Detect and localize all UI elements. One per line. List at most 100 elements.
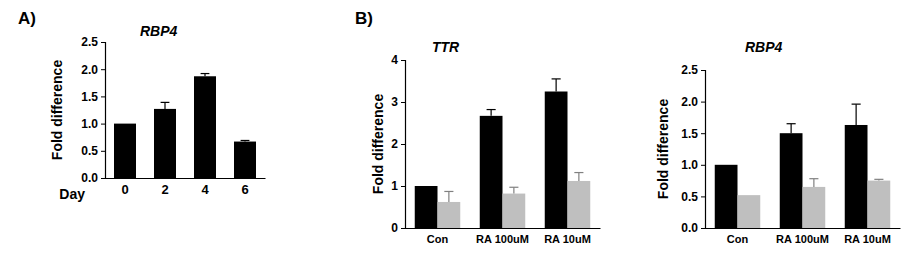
bar bbox=[845, 125, 868, 228]
y-tick-mark bbox=[401, 60, 405, 61]
y-tick-label: 0.5 bbox=[81, 144, 98, 158]
x-axis-line bbox=[106, 178, 266, 179]
error-cap bbox=[787, 123, 796, 124]
y-tick-mark bbox=[101, 124, 105, 125]
error-cap bbox=[574, 172, 583, 173]
error-cap bbox=[809, 178, 818, 179]
bar bbox=[545, 92, 568, 229]
x-tick: RA 100uM bbox=[476, 228, 529, 245]
x-tick: Con bbox=[727, 228, 749, 245]
bar bbox=[738, 195, 761, 228]
figure: 0.0 0.5 1.0 1.5 2.0 2.5 0 2 4 6 Day Fold difference… bbox=[0, 0, 912, 263]
y-tick-mark bbox=[701, 133, 705, 134]
y-tick: 2 bbox=[391, 137, 405, 151]
y-tick-label: 4 bbox=[391, 53, 398, 67]
error-line bbox=[164, 102, 165, 109]
x-tick: RA 10uM bbox=[544, 228, 591, 245]
x-tick: 2 bbox=[161, 178, 168, 197]
error-bar bbox=[852, 104, 861, 125]
x-tick: RA 10uM bbox=[844, 228, 891, 245]
y-tick-mark bbox=[101, 42, 105, 43]
chart: 0.00.51.01.52.02.50246DayFold difference… bbox=[18, 9, 266, 202]
y-tick-label: 1 bbox=[391, 179, 398, 193]
bar bbox=[438, 202, 461, 228]
x-tick: RA 100uM bbox=[776, 228, 829, 245]
y-axis-line bbox=[701, 71, 706, 229]
error-line bbox=[813, 179, 814, 187]
y-tick-mark bbox=[401, 144, 405, 145]
error-bar bbox=[574, 173, 583, 181]
y-tick-label: 2.0 bbox=[681, 95, 698, 109]
error-line bbox=[856, 104, 857, 125]
y-axis: 0.0 0.5 1.0 1.5 2.0 2.5 bbox=[81, 35, 105, 185]
x-axis-title: Day bbox=[59, 186, 85, 202]
y-tick-mark bbox=[701, 70, 705, 71]
error-line bbox=[556, 79, 557, 92]
x-tick-label: Con bbox=[427, 233, 449, 245]
error-bar bbox=[161, 102, 170, 109]
y-tick: 3 bbox=[391, 95, 405, 109]
y-tick-mark bbox=[101, 178, 105, 179]
y-tick: 1.5 bbox=[81, 90, 105, 104]
error-cap bbox=[444, 191, 453, 192]
x-tick-label: 4 bbox=[201, 182, 209, 197]
x-tick: 6 bbox=[241, 178, 248, 197]
chart: 0.0 0.5 1.0 1.5 2.0 2.5 Con RA 100uM RA 10uM Fold… bbox=[655, 39, 901, 245]
bar bbox=[234, 142, 256, 178]
y-axis-title: Fold difference bbox=[370, 94, 386, 195]
error-bar bbox=[444, 191, 453, 202]
y-tick: 1.5 bbox=[681, 127, 705, 141]
error-cap bbox=[874, 179, 883, 180]
y-tick-label: 2.5 bbox=[681, 63, 698, 77]
x-tick: 0 bbox=[121, 178, 128, 197]
y-tick-label: 0.5 bbox=[681, 190, 698, 204]
x-axis-line bbox=[406, 228, 601, 229]
y-tick-label: 1.0 bbox=[681, 158, 698, 172]
panel-label: A) bbox=[18, 9, 36, 28]
x-tick: Con bbox=[427, 228, 449, 245]
error-bar bbox=[874, 179, 883, 180]
y-axis-title: Fold difference bbox=[655, 99, 671, 200]
x-tick-label: RA 100uM bbox=[776, 233, 829, 245]
y-tick: 1 bbox=[391, 179, 405, 193]
panel-label: B) bbox=[355, 9, 373, 28]
x-tick: 4 bbox=[201, 178, 209, 197]
x-tick-label: RA 10uM bbox=[544, 233, 591, 245]
y-tick-mark bbox=[701, 165, 705, 166]
y-tick-label: 3 bbox=[391, 95, 398, 109]
bar bbox=[503, 194, 526, 228]
bar bbox=[480, 116, 503, 228]
y-tick: 1.0 bbox=[81, 117, 105, 131]
error-bar bbox=[787, 124, 796, 133]
chart: 01234ConRA 100uMRA 10uMFold differenceTT… bbox=[355, 9, 601, 245]
y-tick-label: 1.5 bbox=[81, 90, 98, 104]
x-tick-label: RA 100uM bbox=[476, 233, 529, 245]
y-tick: 0.0 bbox=[81, 171, 105, 185]
bar bbox=[194, 76, 216, 178]
error-cap bbox=[201, 73, 210, 74]
y-tick: 0.5 bbox=[681, 190, 705, 204]
y-tick-label: 2.5 bbox=[81, 35, 98, 49]
x-tick-label: 0 bbox=[121, 182, 128, 197]
y-tick-label: 1.0 bbox=[81, 117, 98, 131]
y-axis: 0 1 2 3 4 bbox=[391, 53, 405, 235]
chart-title: RBP4 bbox=[140, 23, 178, 39]
x-axis: 0 2 4 6 bbox=[106, 178, 266, 197]
error-bar bbox=[487, 110, 496, 116]
y-axis: 0.0 0.5 1.0 1.5 2.0 2.5 bbox=[681, 63, 705, 235]
error-bar bbox=[509, 187, 518, 193]
x-axis-line bbox=[706, 228, 901, 229]
bar bbox=[868, 181, 891, 228]
error-bar bbox=[201, 74, 210, 77]
error-cap bbox=[487, 109, 496, 110]
error-cap bbox=[241, 140, 250, 141]
y-tick-mark bbox=[101, 96, 105, 97]
y-tick-label: 0.0 bbox=[81, 171, 98, 185]
y-tick: 2.0 bbox=[681, 95, 705, 109]
chart-title: RBP4 bbox=[745, 39, 783, 55]
y-tick: 2.0 bbox=[81, 63, 105, 77]
x-tick-label: Con bbox=[727, 233, 749, 245]
y-tick-mark bbox=[101, 69, 105, 70]
y-tick-label: 0 bbox=[391, 221, 398, 235]
y-tick-label: 0.0 bbox=[681, 221, 698, 235]
